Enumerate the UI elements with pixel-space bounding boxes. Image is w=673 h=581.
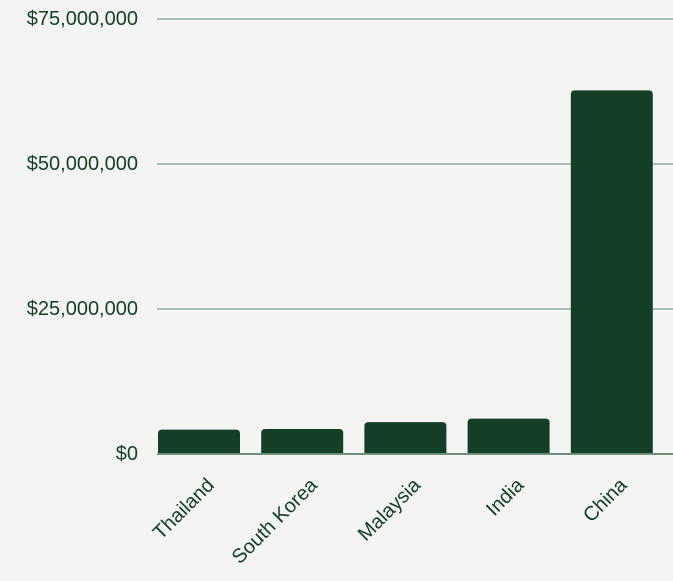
bar-malaysia[interactable] [364,422,447,454]
y-tick-label: $50,000,000 [27,153,138,175]
y-tick-label: $25,000,000 [27,298,138,320]
x-tick-label: Thailand [149,474,219,544]
y-tick-label: $0 [116,443,138,465]
x-tick-label: China [579,474,632,527]
y-tick-label: $75,000,000 [27,8,138,30]
bar-south-korea[interactable] [261,429,344,454]
x-axis-labels: Thailand South Korea Malaysia India China [149,474,632,569]
x-tick-label: Malaysia [354,474,426,546]
y-axis-ticks: $0 $25,000,000 $50,000,000 $75,000,000 [27,8,138,465]
bars [158,90,653,454]
bar-india[interactable] [467,418,550,454]
bar-thailand[interactable] [158,429,240,454]
x-tick-label: South Korea [228,474,323,569]
x-tick-label: India [482,474,529,521]
bar-china[interactable] [570,90,653,454]
